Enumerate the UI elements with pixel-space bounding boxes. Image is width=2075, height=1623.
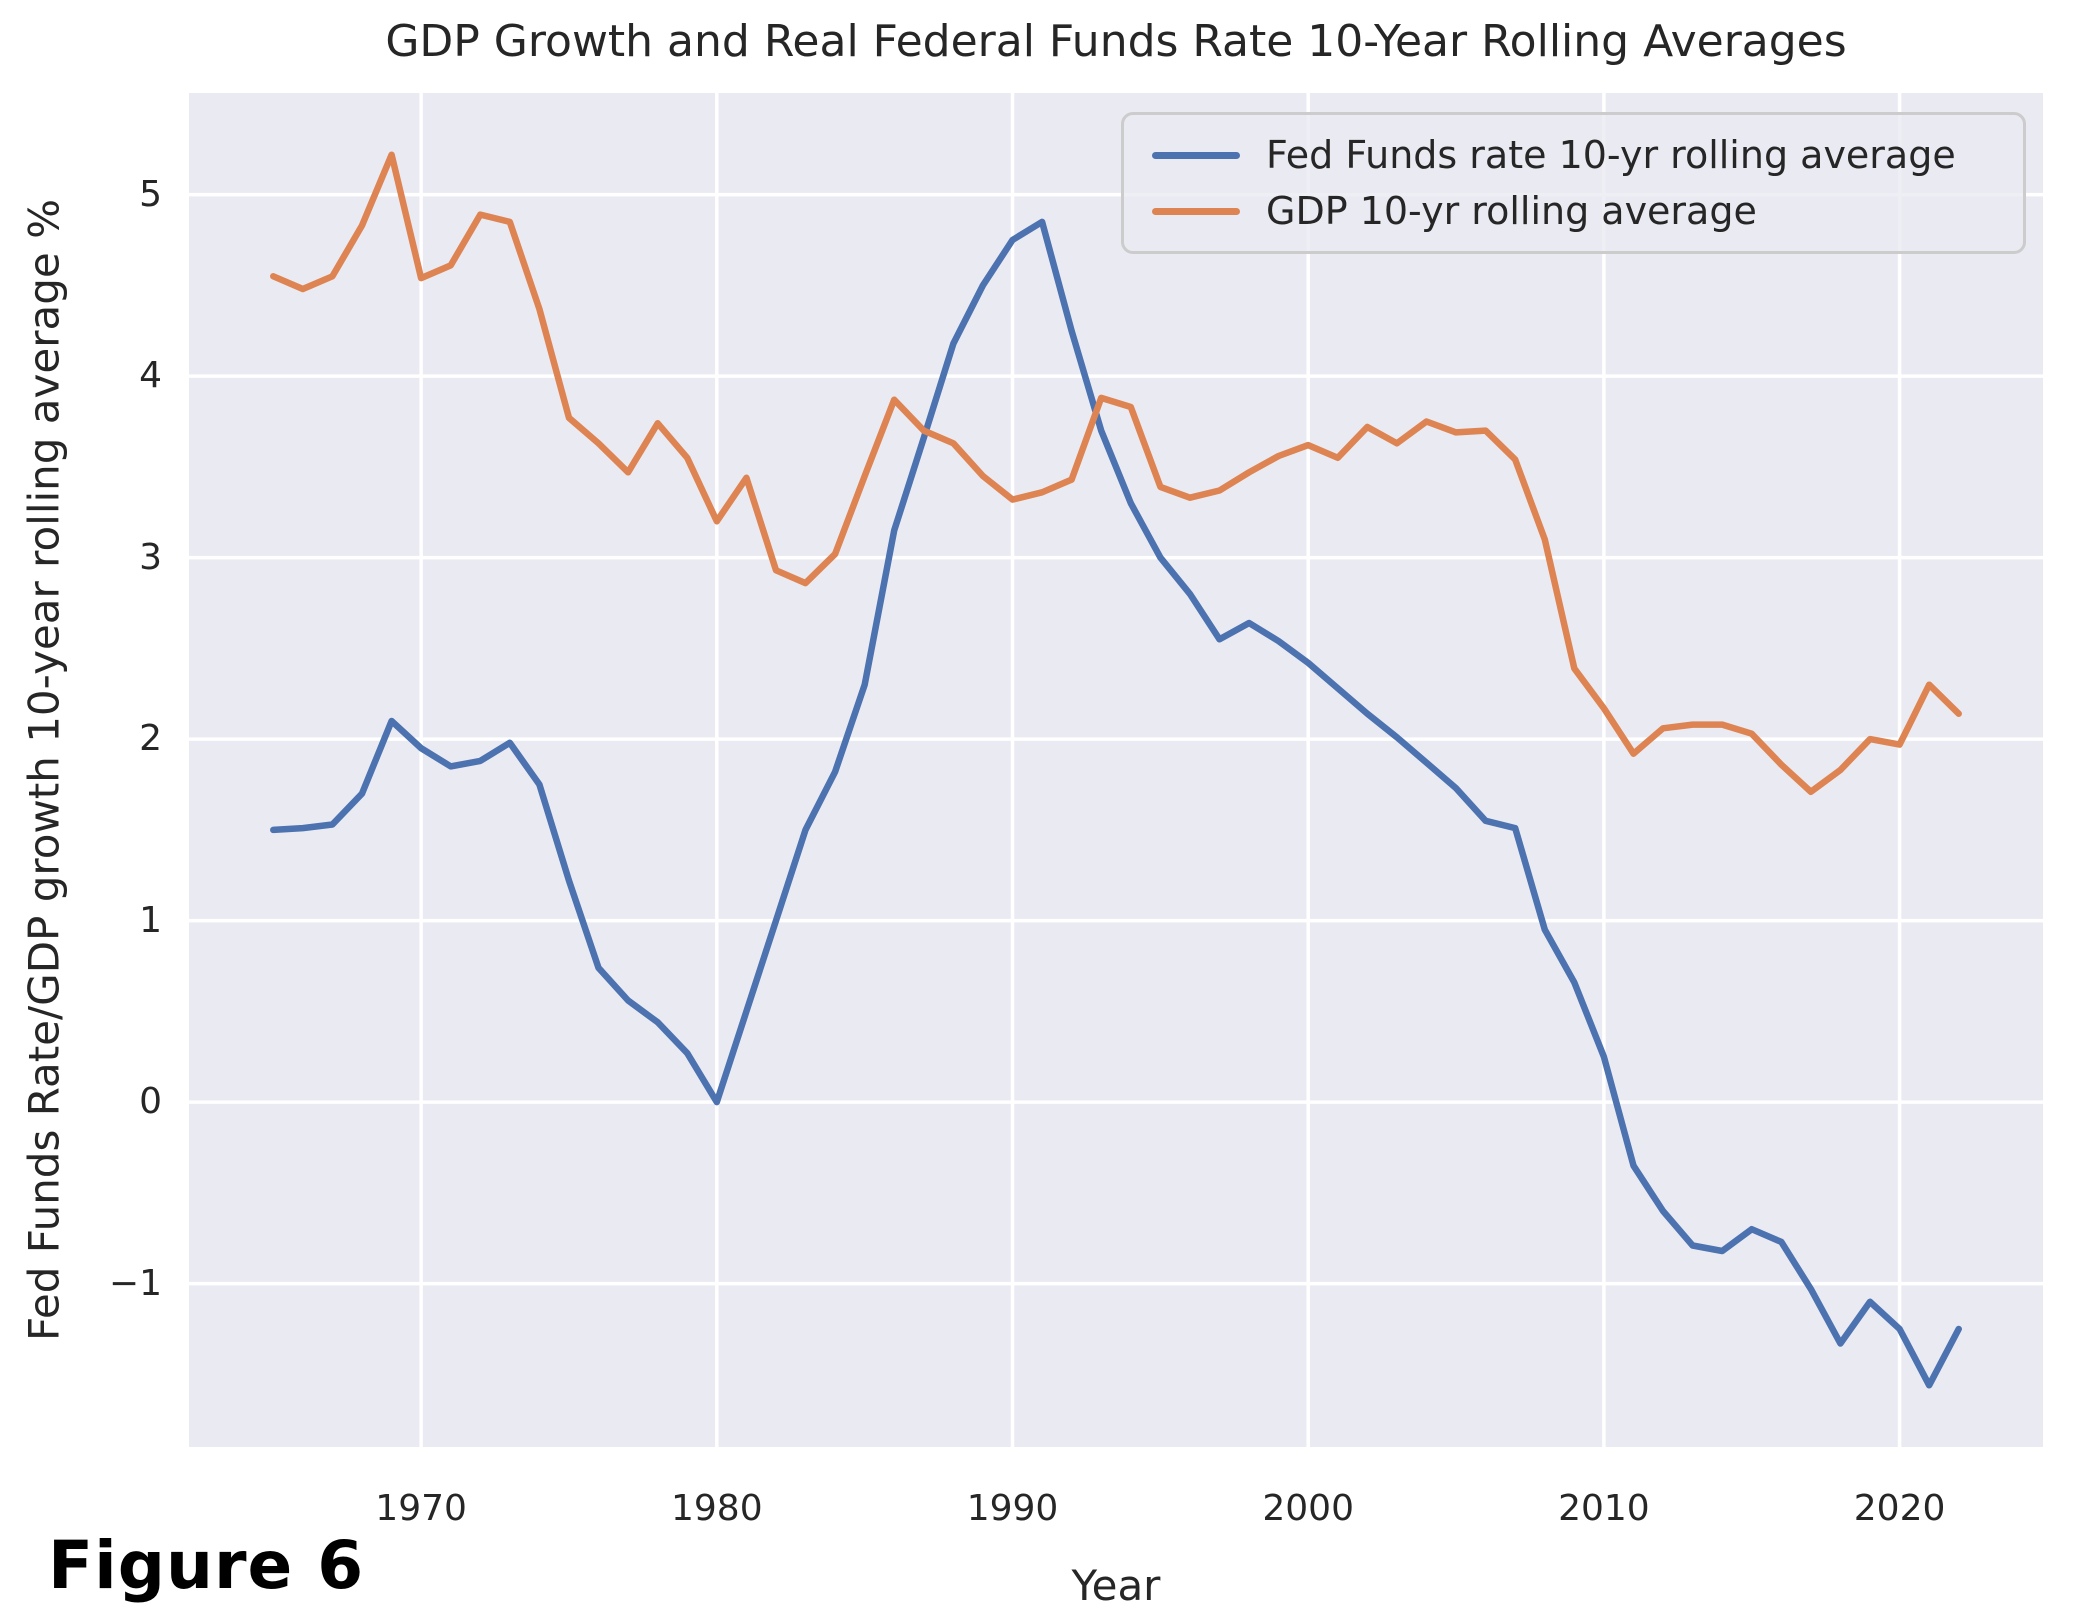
y-tick-label: 4: [139, 355, 162, 397]
y-tick-label: 0: [139, 1081, 162, 1123]
x-tick-label: 2020: [1853, 1488, 1946, 1529]
x-axis-label: Year: [1071, 1561, 1161, 1610]
plot-background: [189, 93, 2043, 1447]
legend: Fed Funds rate 10-yr rolling average GDP…: [1121, 112, 2026, 254]
x-tick-label: 2000: [1262, 1488, 1354, 1529]
y-tick-label: 1: [139, 899, 162, 941]
fed-funds-line: [270, 218, 1962, 1389]
legend-item-fed-funds: Fed Funds rate 10-yr rolling average: [1152, 133, 2003, 177]
chart-title: GDP Growth and Real Federal Funds Rate 1…: [385, 16, 1847, 67]
x-tick-label: 1970: [375, 1488, 467, 1529]
legend-label-gdp: GDP 10-yr rolling average: [1266, 189, 1757, 233]
gdp-line-swatch: [1152, 207, 1240, 215]
figure-caption: Figure 6: [48, 1527, 365, 1604]
x-tick-label: 1980: [671, 1488, 763, 1529]
legend-label-fed-funds: Fed Funds rate 10-yr rolling average: [1266, 133, 1956, 177]
gdp-line: [270, 151, 1962, 796]
legend-item-gdp: GDP 10-yr rolling average: [1152, 189, 2003, 233]
y-tick-label: 3: [139, 536, 162, 578]
fed-funds-line-swatch: [1152, 151, 1240, 159]
x-tick-label: 1990: [966, 1488, 1059, 1529]
y-tick-label: −1: [108, 1262, 162, 1304]
y-tick-label: 2: [139, 718, 162, 760]
y-tick-label: 5: [139, 173, 162, 215]
x-tick-label: 2010: [1558, 1488, 1650, 1529]
